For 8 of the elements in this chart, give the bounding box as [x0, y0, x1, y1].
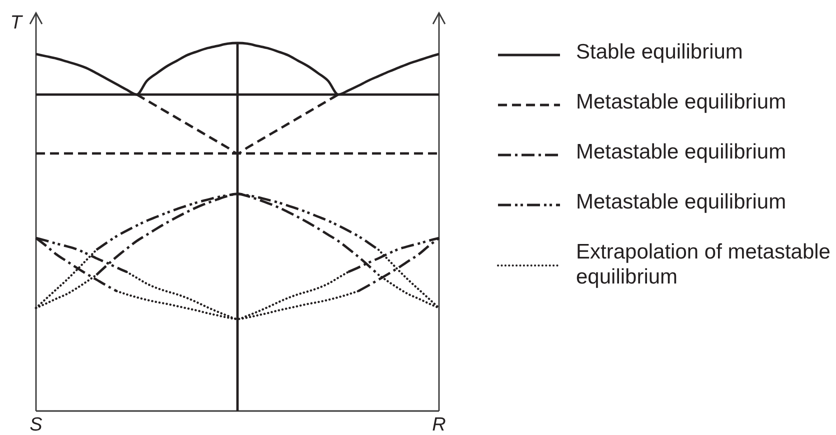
- legend-label: Stable equilibrium: [576, 40, 743, 64]
- x-tick-label: R: [432, 414, 446, 435]
- legend-label: Metastable equilibrium: [576, 90, 786, 114]
- y-axis-title: T: [10, 12, 24, 34]
- legend-label: Metastable equilibrium: [576, 140, 786, 164]
- x-tick-label: S: [30, 414, 43, 435]
- legend-label: Metastable equilibrium: [576, 190, 786, 214]
- legend-label: Extrapolation of metastable equilibrium: [576, 240, 830, 288]
